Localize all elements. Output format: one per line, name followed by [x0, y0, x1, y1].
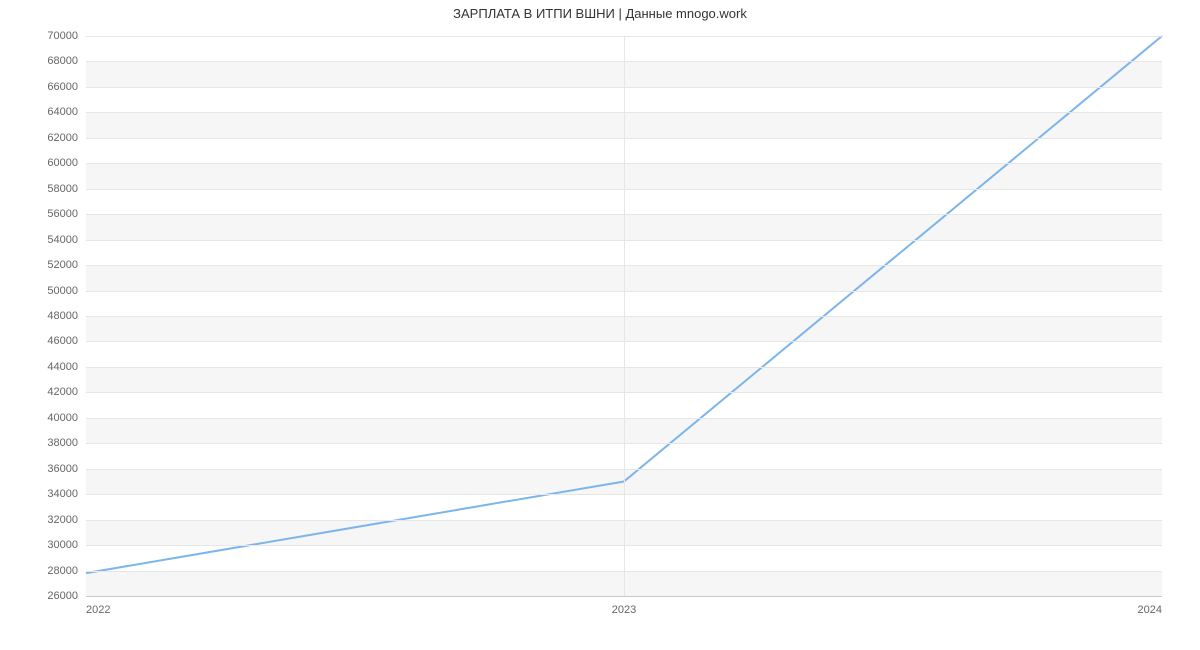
- y-tick-label: 26000: [38, 590, 78, 602]
- y-tick-label: 48000: [38, 310, 78, 322]
- y-tick-label: 70000: [38, 30, 78, 42]
- y-tick-label: 56000: [38, 208, 78, 220]
- y-tick-label: 58000: [38, 183, 78, 195]
- y-tick-label: 28000: [38, 565, 78, 577]
- y-tick-label: 38000: [38, 437, 78, 449]
- y-tick-label: 36000: [38, 463, 78, 475]
- y-tick-label: 66000: [38, 81, 78, 93]
- v-gridline: [624, 36, 625, 596]
- y-tick-label: 52000: [38, 259, 78, 271]
- x-tick-label: 2023: [612, 604, 636, 616]
- y-tick-label: 60000: [38, 157, 78, 169]
- y-tick-label: 54000: [38, 234, 78, 246]
- x-tick-label: 2024: [1138, 604, 1162, 616]
- y-tick-label: 62000: [38, 132, 78, 144]
- y-tick-label: 46000: [38, 335, 78, 347]
- chart-title: ЗАРПЛАТА В ИТПИ ВШНИ | Данные mnogo.work: [0, 6, 1200, 21]
- y-tick-label: 42000: [38, 386, 78, 398]
- plot-area: [86, 36, 1162, 596]
- y-tick-label: 44000: [38, 361, 78, 373]
- y-tick-label: 64000: [38, 106, 78, 118]
- y-tick-label: 50000: [38, 285, 78, 297]
- y-tick-label: 68000: [38, 55, 78, 67]
- y-tick-label: 30000: [38, 539, 78, 551]
- salary-line-chart: ЗАРПЛАТА В ИТПИ ВШНИ | Данные mnogo.work…: [0, 0, 1200, 650]
- x-axis-line: [86, 596, 1162, 597]
- y-tick-label: 32000: [38, 514, 78, 526]
- x-tick-label: 2022: [86, 604, 110, 616]
- y-tick-label: 40000: [38, 412, 78, 424]
- y-tick-label: 34000: [38, 488, 78, 500]
